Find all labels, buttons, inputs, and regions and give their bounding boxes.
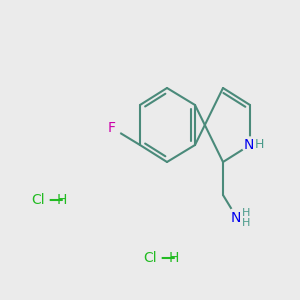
Circle shape: [242, 137, 258, 153]
Text: H: H: [242, 218, 250, 228]
Circle shape: [103, 119, 121, 137]
Circle shape: [227, 208, 247, 228]
Text: H: H: [169, 251, 179, 265]
Text: H: H: [254, 139, 264, 152]
Text: F: F: [108, 121, 116, 135]
Text: N: N: [231, 211, 241, 225]
Text: N: N: [244, 138, 254, 152]
Circle shape: [139, 247, 161, 269]
Text: H: H: [57, 193, 67, 207]
Circle shape: [27, 189, 49, 211]
Text: H: H: [242, 208, 250, 218]
Text: Cl: Cl: [31, 193, 45, 207]
Text: Cl: Cl: [143, 251, 157, 265]
